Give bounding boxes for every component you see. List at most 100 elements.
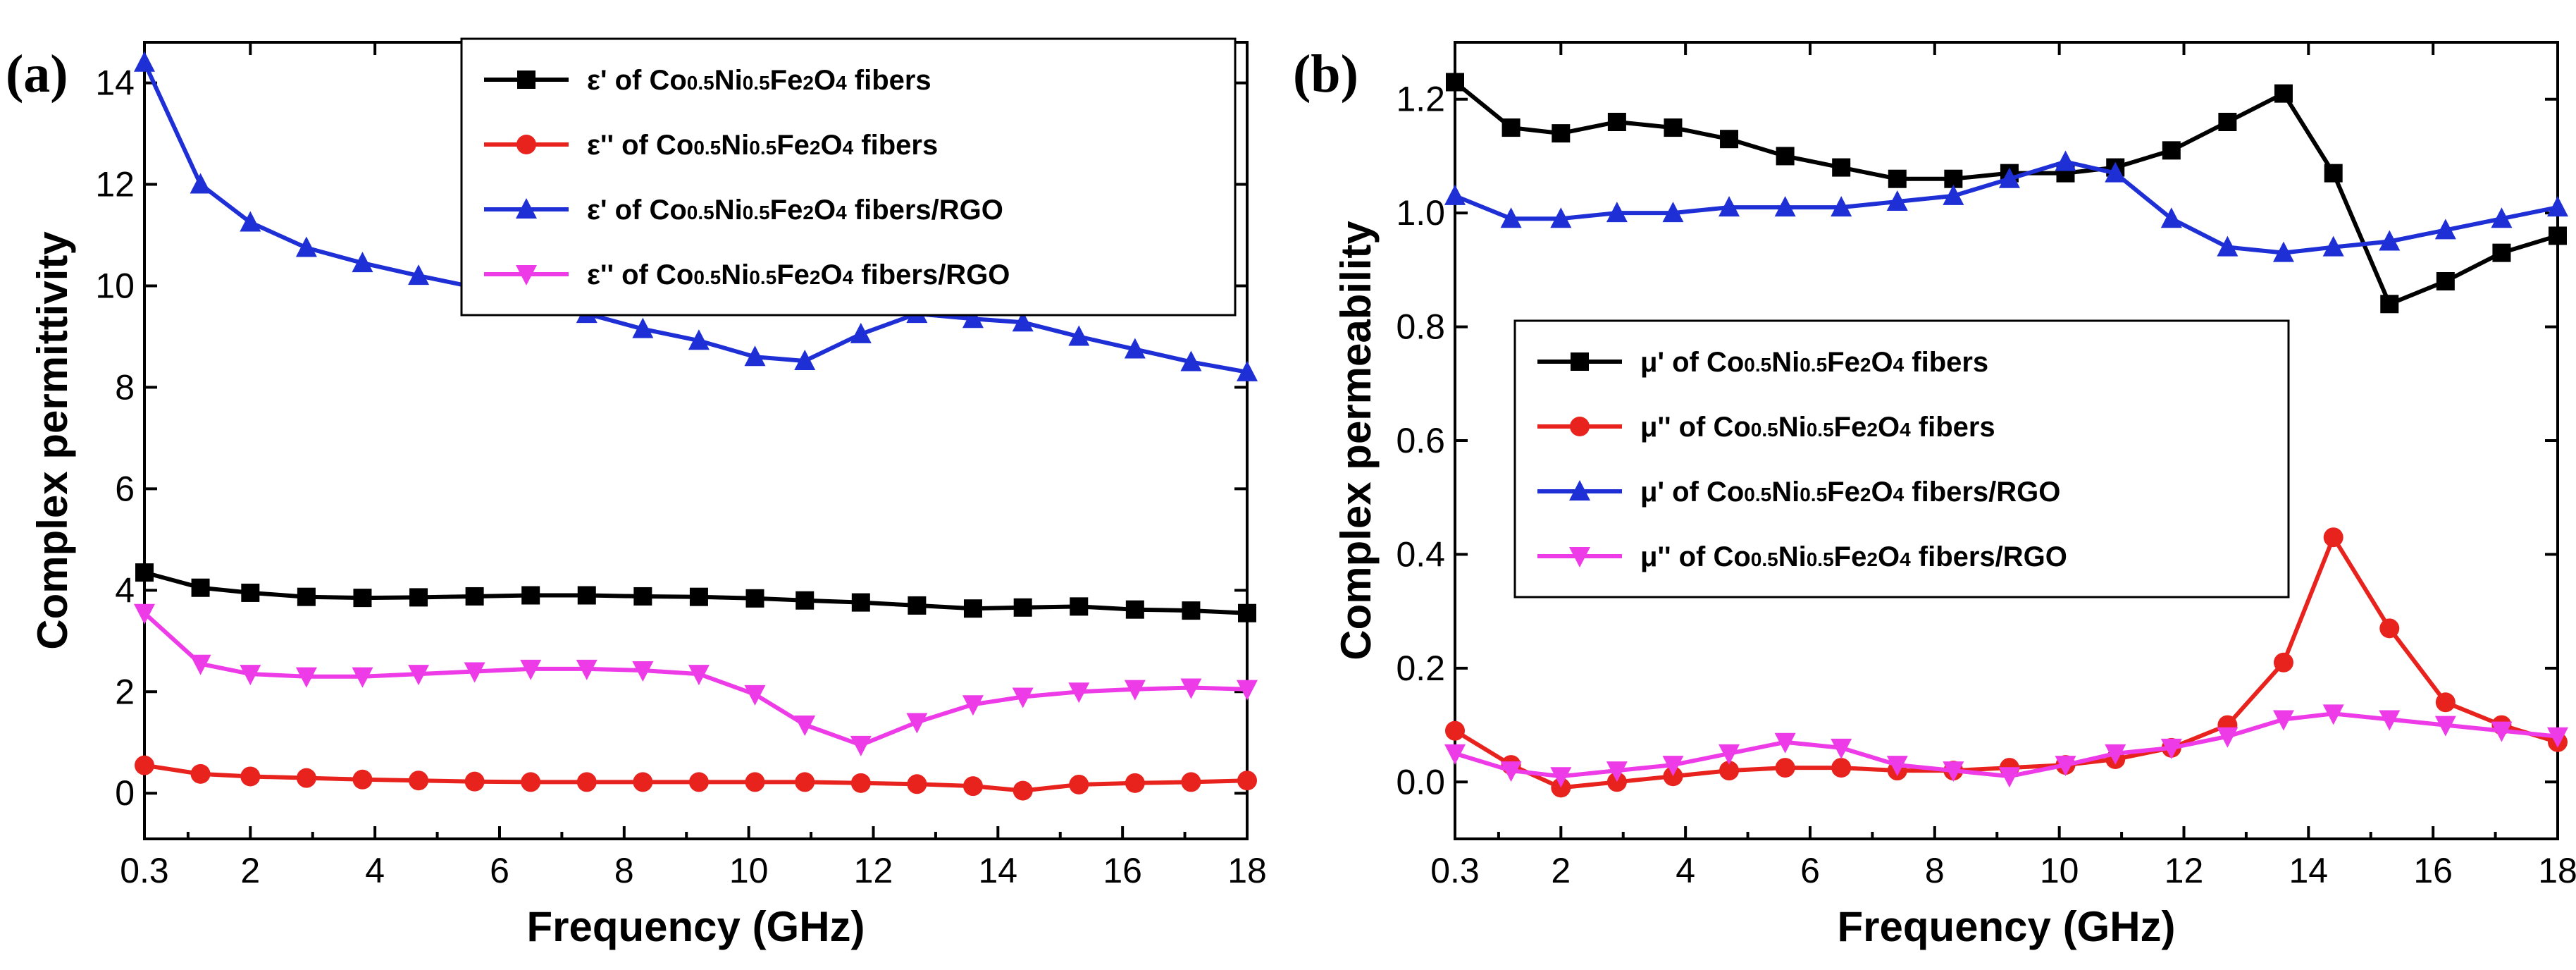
- data-point: [1663, 766, 1683, 787]
- data-point: [1719, 744, 1740, 765]
- data-point: [1181, 772, 1201, 792]
- data-point: [134, 603, 155, 625]
- data-point: [962, 307, 984, 329]
- x-tick-label: 6: [490, 851, 509, 890]
- data-point: [688, 772, 709, 792]
- data-point: [409, 771, 429, 791]
- data-point: [1124, 680, 1146, 701]
- data-point: [1943, 761, 1964, 782]
- data-point: [2434, 716, 2456, 737]
- data-point: [1446, 73, 1464, 92]
- x-tick-label: 8: [614, 851, 634, 890]
- data-point: [240, 766, 261, 787]
- y-tick-label: 0.6: [1396, 421, 1445, 460]
- data-point: [2055, 150, 2076, 171]
- legend: μ' of Co0.5Ni0.5Fe2O4 fibers μ'' of Co0.5…: [1513, 319, 2290, 598]
- data-point: [2160, 738, 2182, 759]
- y-tick-label: 0.8: [1396, 307, 1445, 347]
- legend-marker: [516, 198, 537, 219]
- data-point: [1012, 311, 1034, 332]
- data-point: [464, 771, 485, 792]
- series-3: [1444, 704, 2568, 788]
- x-tick-label: 18: [2538, 851, 2576, 890]
- y-tick-label: 12: [95, 165, 135, 204]
- data-point: [352, 667, 373, 688]
- data-point: [2105, 744, 2126, 765]
- data-point: [576, 659, 597, 680]
- series-3: [134, 603, 1258, 756]
- data-point: [408, 264, 430, 286]
- data-point: [850, 322, 872, 343]
- data-point: [1606, 761, 1628, 782]
- legend-marker: [516, 265, 537, 286]
- data-point: [190, 763, 211, 784]
- data-point: [1444, 744, 1466, 765]
- data-point: [1445, 720, 1465, 741]
- legend-marker: [1570, 417, 1590, 436]
- legend-label: ε'' of Co0.5Ni0.5Fe2O4 fibers: [587, 130, 938, 161]
- data-point: [1444, 184, 1466, 205]
- data-point: [190, 654, 211, 675]
- data-point: [744, 345, 766, 367]
- data-point: [1719, 761, 1740, 781]
- legend-label: μ'' of Co0.5Ni0.5Fe2O4 fibers: [1640, 412, 1995, 443]
- data-point: [795, 591, 815, 610]
- data-point: [1012, 687, 1034, 708]
- legend-marker: [517, 70, 535, 89]
- x-tick-label: 2: [240, 851, 260, 890]
- data-point: [2434, 219, 2456, 240]
- panel-label: (a): [6, 44, 68, 104]
- data-point: [1664, 118, 1683, 137]
- data-point: [850, 773, 871, 793]
- data-point: [1238, 603, 1256, 622]
- data-point: [240, 211, 261, 232]
- data-point: [1180, 350, 1202, 372]
- y-tick-label: 2: [115, 672, 135, 711]
- data-point: [1500, 207, 1522, 228]
- y-tick-label: 14: [95, 63, 135, 103]
- data-point: [2218, 113, 2237, 131]
- legend-label: ε'' of Co0.5Ni0.5Fe2O4 fibers/RGO: [587, 259, 1010, 290]
- data-point: [1998, 167, 2020, 188]
- data-point: [1070, 597, 1089, 616]
- data-point: [353, 589, 372, 608]
- data-point: [633, 587, 652, 606]
- x-tick-label: 0.3: [1430, 851, 1480, 890]
- data-point: [408, 665, 430, 686]
- data-point: [576, 772, 597, 792]
- data-point: [851, 593, 870, 612]
- data-point: [1550, 207, 1572, 228]
- legend-marker: [1569, 480, 1590, 501]
- x-tick-label: 4: [365, 851, 385, 890]
- data-point: [2272, 241, 2294, 262]
- data-point: [2379, 618, 2400, 639]
- x-tick-label: 14: [2289, 851, 2329, 890]
- data-point: [521, 772, 541, 792]
- data-point: [1832, 158, 1851, 177]
- legend-label: μ'' of Co0.5Ni0.5Fe2O4 fibers/RGO: [1640, 541, 2067, 572]
- data-point: [295, 667, 317, 688]
- data-point: [409, 588, 428, 607]
- y-tick-label: 8: [115, 367, 135, 407]
- data-point: [1552, 124, 1571, 143]
- x-axis-title: Frequency (GHz): [526, 903, 865, 950]
- data-point: [190, 173, 211, 194]
- data-point: [296, 768, 316, 788]
- data-point: [907, 774, 927, 794]
- data-point: [297, 587, 316, 606]
- data-point: [633, 772, 653, 792]
- x-tick-label: 10: [2040, 851, 2079, 890]
- data-point: [1606, 202, 1628, 223]
- y-axis-title: Complex permeability: [1332, 221, 1380, 661]
- data-point: [1500, 761, 1522, 782]
- data-point: [1237, 771, 1257, 791]
- data-point: [2217, 727, 2238, 748]
- y-axis-title: Complex permittivity: [29, 231, 76, 650]
- data-point: [2380, 295, 2399, 314]
- y-tick-label: 4: [115, 570, 135, 610]
- data-point: [1886, 190, 1908, 211]
- data-point: [134, 51, 155, 72]
- data-point: [1182, 601, 1201, 620]
- data-point: [2379, 230, 2401, 251]
- data-point: [1550, 767, 1572, 788]
